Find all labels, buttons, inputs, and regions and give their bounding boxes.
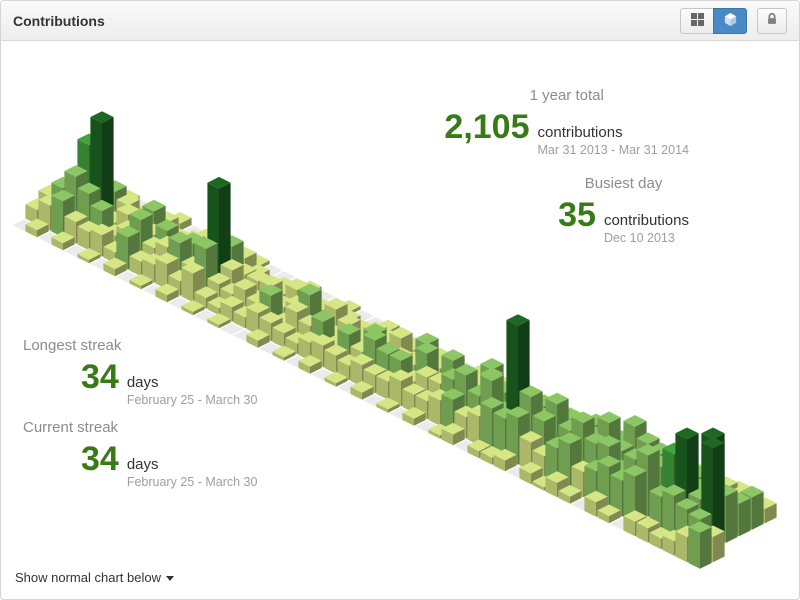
stat-current-streak-label: Current streak [23,419,119,436]
panel-title: Contributions [13,12,105,29]
stat-busiest-day-unit: contributions [603,212,689,229]
chart-area: 1 year total 2,105 contributions Mar 31 … [1,41,799,599]
stat-year-total-value: 2,105 [444,108,530,146]
view-switcher [680,7,747,34]
stat-longest-streak: Longest streak 34 days February 25 - Mar… [23,337,257,407]
stat-year-total-unit: contributions [537,124,623,141]
stat-current-streak-range: February 25 - March 30 [126,475,258,489]
show-normal-chart-label: Show normal chart below [15,570,161,585]
stat-busiest-day: Busiest day 35 contributions Dec 10 2013 [558,175,689,245]
show-normal-chart-toggle[interactable]: Show normal chart below [15,570,174,585]
stat-current-streak: Current streak 34 days February 25 - Mar… [23,419,257,489]
stat-busiest-day-date: Dec 10 2013 [603,231,675,245]
stat-longest-streak-range: February 25 - March 30 [126,393,258,407]
cube-icon [723,12,738,30]
stat-current-streak-unit: days [126,456,159,473]
lock-icon [765,12,779,29]
stat-year-total: 1 year total 2,105 contributions Mar 31 … [444,87,689,157]
grid-icon [690,12,704,29]
isometric-contribution-chart [12,111,777,569]
lock-button[interactable] [757,7,787,34]
stat-longest-streak-unit: days [126,374,159,391]
view-toolbar [680,7,787,34]
stat-year-total-range: Mar 31 2013 - Mar 31 2014 [537,143,689,157]
panel-header: Contributions [1,1,799,41]
stat-busiest-day-label: Busiest day [584,175,663,192]
grid-view-button[interactable] [680,7,714,34]
stat-current-streak-value: 34 [81,440,119,478]
stat-year-total-label: 1 year total [529,87,604,104]
caret-down-icon [165,576,174,582]
stat-longest-streak-value: 34 [81,358,119,396]
stat-longest-streak-label: Longest streak [23,337,122,354]
stat-busiest-day-value: 35 [558,196,596,234]
isometric-view-button[interactable] [713,7,747,34]
